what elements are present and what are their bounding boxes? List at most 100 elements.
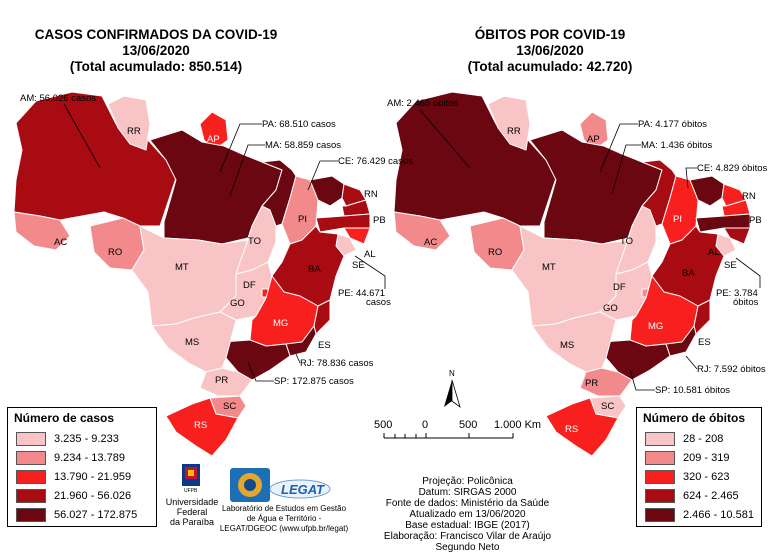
legend-swatch xyxy=(16,469,46,484)
label-al-r: AL xyxy=(708,247,720,258)
callout-pe-r-1: PE: 3.784 xyxy=(716,288,758,299)
state-ma xyxy=(641,159,677,227)
legend-range: 13.790 - 21.959 xyxy=(54,470,132,483)
legend-range: 2.466 - 10.581 xyxy=(683,508,754,521)
right-title-line-3: (Total acumulado: 42.720) xyxy=(467,59,633,74)
legend-swatch xyxy=(645,431,675,446)
right-title-line-1: ÓBITOS POR COVID-19 xyxy=(474,27,626,42)
left-legend-row: 56.027 - 172.875 xyxy=(16,505,156,524)
legend-swatch xyxy=(645,507,675,522)
legend-swatch xyxy=(16,507,46,522)
label-rn-r: RN xyxy=(742,191,756,202)
callout-sp: SP: 172.875 casos xyxy=(274,376,354,387)
state-ma xyxy=(261,159,297,227)
callout-pe-1: PE: 44.671 xyxy=(338,288,385,299)
callout-pe-r-2: óbitos xyxy=(733,297,759,308)
label-al: AL xyxy=(364,249,376,260)
left-legend-title: Número de casos xyxy=(14,411,115,425)
legend-swatch xyxy=(645,450,675,465)
legat-logos: LEGAT xyxy=(230,468,331,502)
label-rn: RN xyxy=(364,189,378,200)
label-ms: MS xyxy=(185,337,199,348)
legend-swatch xyxy=(645,469,675,484)
legend-swatch xyxy=(16,431,46,446)
credit-datum: Datum: SIRGAS 2000 xyxy=(418,487,517,498)
state-pr xyxy=(579,367,633,397)
label-rr: RR xyxy=(127,126,141,137)
label-ac: AC xyxy=(54,237,67,248)
state-rr xyxy=(487,95,531,151)
scale-label-4: 1.000 Km xyxy=(494,419,541,431)
right-legend-row: 320 - 623 xyxy=(645,467,761,486)
state-ac xyxy=(13,211,71,251)
legend-range: 3.235 - 9.233 xyxy=(54,432,119,445)
svg-text:UFPB: UFPB xyxy=(184,488,198,494)
svg-text:LEGAT: LEGAT xyxy=(281,482,325,497)
scale-labels: 500 0 500 1.000 Km xyxy=(374,419,541,431)
credit-projection: Projeção: Policônica xyxy=(422,476,513,487)
svg-text:N: N xyxy=(449,369,455,378)
north-arrow: N xyxy=(444,369,461,409)
callout-pe-2: casos xyxy=(366,297,391,308)
state-rs xyxy=(165,397,239,457)
state-ro xyxy=(469,217,525,271)
state-rr xyxy=(107,95,151,151)
state-ac xyxy=(393,211,451,251)
label-ro-r: RO xyxy=(488,247,502,258)
label-ro: RO xyxy=(108,247,122,258)
callout-am-r: AM: 2.465 óbitos xyxy=(387,98,459,109)
label-es: ES xyxy=(318,340,331,351)
ufpb-logo: UFPB xyxy=(182,464,200,494)
legend-range: 21.960 - 56.026 xyxy=(54,489,132,502)
label-ap: AP xyxy=(207,134,220,145)
right-legend-row: 28 - 208 xyxy=(645,429,761,448)
label-to: TO xyxy=(248,236,261,247)
legend-range: 320 - 623 xyxy=(683,470,730,483)
legend-range: 9.234 - 13.789 xyxy=(54,451,125,464)
label-mt-r: MT xyxy=(542,262,556,273)
legat-caption: Laboratório de Estudos em Gestão de Água… xyxy=(218,504,350,534)
label-es-r: ES xyxy=(698,337,711,348)
label-mg: MG xyxy=(273,318,288,329)
right-legend-title: Número de óbitos xyxy=(643,411,746,425)
ufpb-caption-line-2: da Paraíba xyxy=(169,517,215,527)
label-pr: PR xyxy=(215,375,228,386)
state-ap xyxy=(199,111,229,151)
right-map-brazil xyxy=(393,91,751,457)
state-ms xyxy=(531,311,617,373)
label-df-r: DF xyxy=(613,282,626,293)
label-to-r: TO xyxy=(620,236,633,247)
callout-ce-r: CE: 4.829 óbitos xyxy=(697,163,767,174)
left-state-labels: RR AP AC RO MT TO PI RN PB AL SE BA DF G… xyxy=(54,126,386,431)
callout-ce: CE: 76.429 casos xyxy=(338,156,413,167)
right-leader-lines xyxy=(419,109,761,391)
label-go-r: GO xyxy=(603,303,618,314)
left-legend-row: 13.790 - 21.959 xyxy=(16,467,156,486)
state-al xyxy=(343,227,371,245)
callout-ma: MA: 58.859 casos xyxy=(265,140,341,151)
left-legend-row: 9.234 - 13.789 xyxy=(16,448,156,467)
label-sc: SC xyxy=(223,401,236,412)
credit-updated: Atualizado em 13/06/2020 xyxy=(409,509,526,520)
state-pb xyxy=(721,199,751,217)
label-ms-r: MS xyxy=(560,340,574,351)
legend-range: 209 - 319 xyxy=(683,451,730,464)
label-pb: PB xyxy=(373,215,386,226)
state-am xyxy=(393,91,557,227)
left-callouts: AM: 56.026 casos PA: 68.510 casos MA: 58… xyxy=(20,93,413,387)
right-legend: Número de óbitos 28 - 208 209 - 319 320 … xyxy=(636,407,762,527)
left-legend-row: 21.960 - 56.026 xyxy=(16,486,156,505)
left-leader-lines xyxy=(63,103,386,382)
map-credits: Projeção: Policônica Datum: SIRGAS 2000 … xyxy=(380,476,555,553)
credit-base: Base estadual: IBGE (2017) xyxy=(405,520,530,531)
label-rs-r: RS xyxy=(565,424,578,435)
state-pb xyxy=(341,199,371,217)
label-pb-r: PB xyxy=(749,215,762,226)
callout-rj: RJ: 78.836 casos xyxy=(300,358,374,369)
state-pr xyxy=(199,367,253,397)
state-es xyxy=(313,299,331,335)
legat-caption-line-3: LEGAT/DGEOC (www.ufpb.br/legat) xyxy=(219,524,349,533)
legat-caption-line-2: de Água e Território - xyxy=(246,514,322,523)
legend-swatch xyxy=(16,488,46,503)
state-es xyxy=(693,299,711,335)
